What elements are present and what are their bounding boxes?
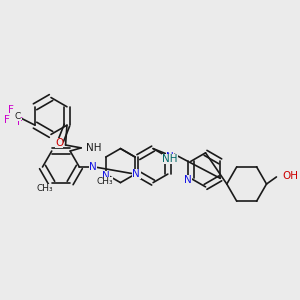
Text: F: F bbox=[4, 115, 10, 124]
Text: N: N bbox=[166, 152, 174, 162]
Text: C: C bbox=[15, 112, 21, 121]
Text: NH: NH bbox=[162, 154, 178, 164]
Text: N: N bbox=[132, 169, 140, 179]
Text: CH₃: CH₃ bbox=[96, 177, 112, 186]
Text: N: N bbox=[133, 169, 140, 179]
Text: OH: OH bbox=[282, 170, 298, 181]
Text: N: N bbox=[184, 175, 192, 185]
Text: N: N bbox=[89, 162, 97, 172]
Text: CH₃: CH₃ bbox=[36, 184, 53, 193]
Text: F: F bbox=[8, 105, 14, 115]
Text: F: F bbox=[16, 117, 22, 128]
Text: O: O bbox=[55, 138, 63, 148]
Text: N: N bbox=[102, 170, 110, 181]
Text: NH: NH bbox=[86, 143, 102, 153]
